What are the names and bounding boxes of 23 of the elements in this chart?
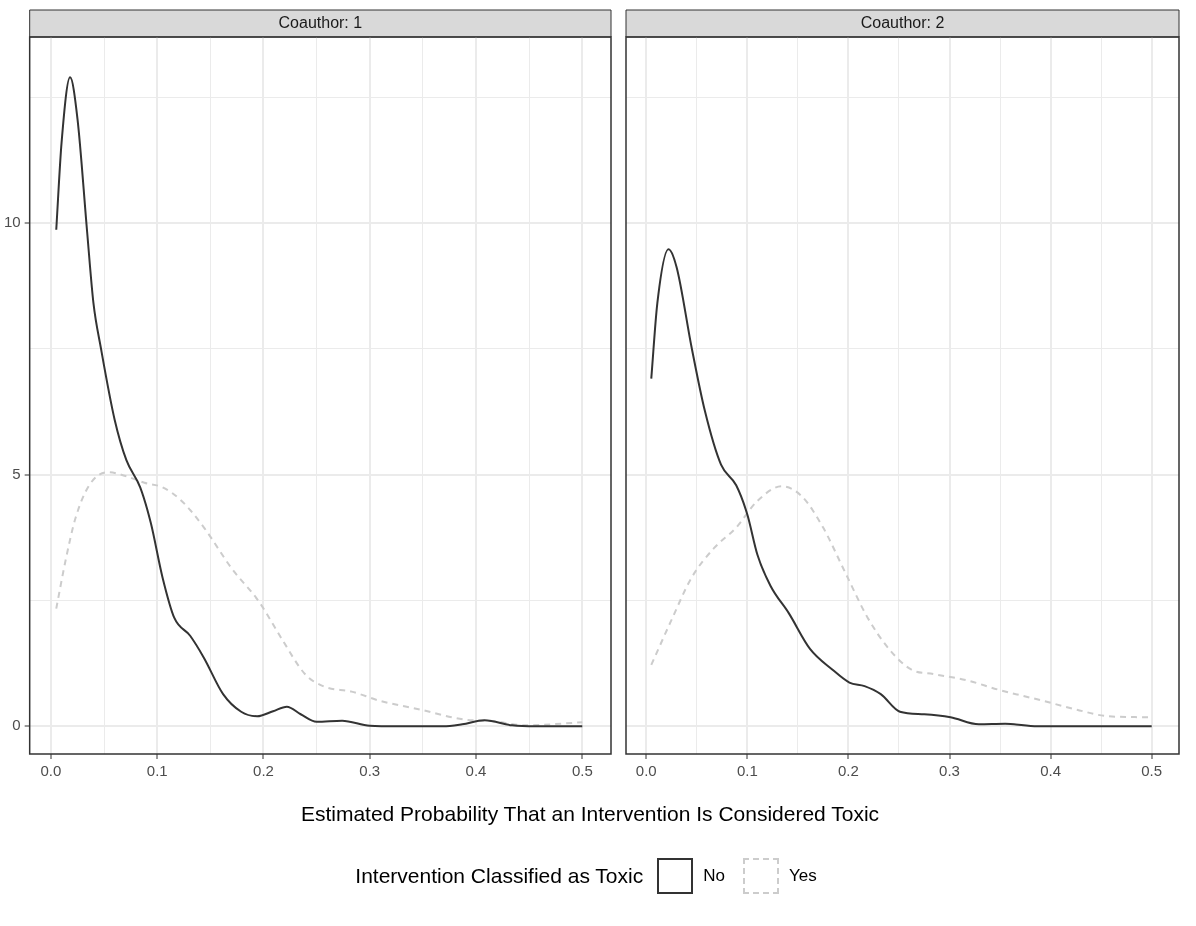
y-tick-label: 0 — [12, 716, 21, 734]
line-series — [55, 471, 584, 727]
x-tick-label: 0.4 — [465, 762, 487, 780]
x-tick-label: 0.0 — [635, 762, 657, 780]
x-tick-label: 0.5 — [571, 762, 593, 780]
chart-title: Coauthor: 2 — [860, 13, 945, 31]
legend-title: Intervention Classified as Toxic — [355, 864, 644, 888]
chart-title: Coauthor: 1 — [278, 13, 363, 31]
x-tick-label: 0.4 — [1040, 762, 1062, 780]
x-tick-label: 0.1 — [146, 762, 168, 780]
x-tick-label: 0.2 — [837, 762, 859, 780]
x-tick-label: 0.1 — [736, 762, 758, 780]
x-tick-label: 0.5 — [1141, 762, 1163, 780]
legend-label: Yes — [788, 866, 817, 886]
x-axis-title: Estimated Probability That an Intervention Is Considered Toxic — [299, 802, 881, 826]
line-series — [55, 76, 584, 728]
y-tick-label: 5 — [12, 464, 21, 482]
x-tick-label: 0.3 — [939, 762, 960, 780]
x-tick-label: 0.3 — [359, 762, 381, 780]
x-tick-label: 0.0 — [40, 762, 62, 780]
legend-label: No — [703, 866, 725, 886]
x-tick-label: 0.2 — [253, 762, 274, 780]
y-tick-label: 10 — [4, 213, 21, 231]
